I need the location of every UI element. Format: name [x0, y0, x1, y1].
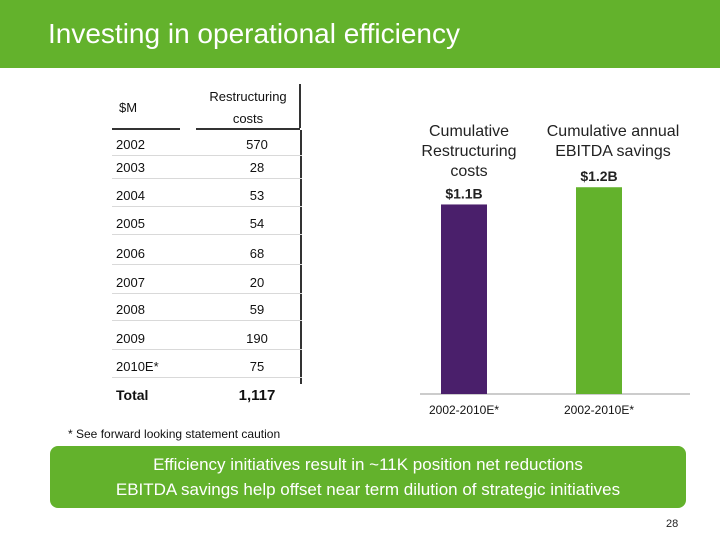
table-row: 2009 190 — [112, 331, 302, 351]
banner-line-1: Efficiency initiatives result in ~11K po… — [153, 455, 583, 474]
series-2-header: Cumulative annual EBITDA savings — [536, 122, 690, 162]
footnote: * See forward looking statement caution — [68, 427, 281, 441]
row-value: 190 — [246, 331, 268, 346]
summary-banner: Efficiency initiatives result in ~11K po… — [50, 446, 686, 508]
row-year: 2004 — [116, 188, 145, 203]
header-rule-vertical — [299, 84, 301, 128]
row-year: 2009 — [116, 331, 145, 346]
series-1-header: Cumulative Restructuring costs — [410, 122, 528, 182]
row-value: 53 — [249, 188, 265, 203]
row-value: 20 — [249, 275, 265, 290]
value-header-line2: costs — [232, 111, 264, 126]
row-year: 2005 — [116, 216, 145, 231]
table-row: 2002 570 — [112, 137, 302, 157]
series-1-header-line: costs — [450, 163, 488, 180]
row-divider — [112, 349, 302, 350]
restructuring-table: $M Restructuring costs 2002 570 2003 28 … — [112, 80, 302, 404]
row-divider — [112, 206, 302, 207]
bar-chart: Cumulative Restructuring costs Cumulativ… — [400, 110, 710, 430]
row-value: 59 — [249, 302, 265, 317]
row-divider — [112, 178, 302, 179]
title-bar: Investing in operational efficiency — [0, 0, 720, 68]
bar-1 — [441, 204, 487, 394]
row-value: 570 — [246, 137, 268, 152]
table-total-row: Total 1,117 — [112, 387, 302, 407]
series-1-header-line: Restructuring — [421, 143, 517, 160]
banner-line-2: EBITDA savings help offset near term dil… — [115, 480, 621, 499]
row-year: 2007 — [116, 275, 145, 290]
series-1-header-line: Cumulative — [428, 123, 510, 140]
row-year: 2008 — [116, 302, 145, 317]
row-divider — [112, 293, 302, 294]
row-year: 2010E* — [116, 359, 159, 374]
row-year: 2006 — [116, 246, 145, 261]
bar-value-label: $1.2B — [580, 168, 617, 184]
table-row: 2007 20 — [112, 275, 302, 295]
page-title: Investing in operational efficiency — [48, 18, 460, 49]
table-row: 2010E* 75 — [112, 359, 302, 379]
bar-2 — [576, 187, 622, 394]
row-year: 2003 — [116, 160, 145, 175]
table-row: 2005 54 — [112, 216, 302, 236]
unit-header: $M — [119, 100, 138, 115]
series-2-header-line: Cumulative annual — [546, 123, 680, 140]
x-tick-label: 2002-2010E* — [564, 403, 634, 417]
x-tick-label: 2002-2010E* — [429, 403, 499, 417]
row-divider — [112, 234, 302, 235]
table-row: 2006 68 — [112, 246, 302, 266]
row-divider — [112, 264, 302, 265]
series-2-header-line: EBITDA savings — [555, 143, 671, 160]
header-rule-right — [196, 128, 300, 130]
row-value: 54 — [249, 216, 265, 231]
row-value: 68 — [249, 246, 265, 261]
table-row: 2003 28 — [112, 160, 302, 180]
bar-value-label: $1.1B — [445, 185, 482, 201]
table-row: 2008 59 — [112, 302, 302, 322]
row-divider — [112, 320, 302, 321]
row-divider — [112, 155, 302, 156]
table-row: 2004 53 — [112, 188, 302, 208]
value-header-line1: Restructuring — [209, 89, 287, 104]
value-header: Restructuring costs — [198, 86, 298, 130]
row-value: 28 — [249, 160, 265, 175]
total-value: 1,117 — [238, 387, 276, 404]
chart-canvas: $1.1B 2002-2010E* $1.2B 2002-2010E* — [420, 168, 690, 417]
row-divider — [112, 377, 302, 378]
row-value: 75 — [249, 359, 265, 374]
total-label: Total — [116, 387, 149, 403]
header-rule-left — [112, 128, 180, 130]
table-right-border — [300, 130, 302, 384]
row-year: 2002 — [116, 137, 145, 152]
page-number: 28 — [666, 518, 679, 530]
